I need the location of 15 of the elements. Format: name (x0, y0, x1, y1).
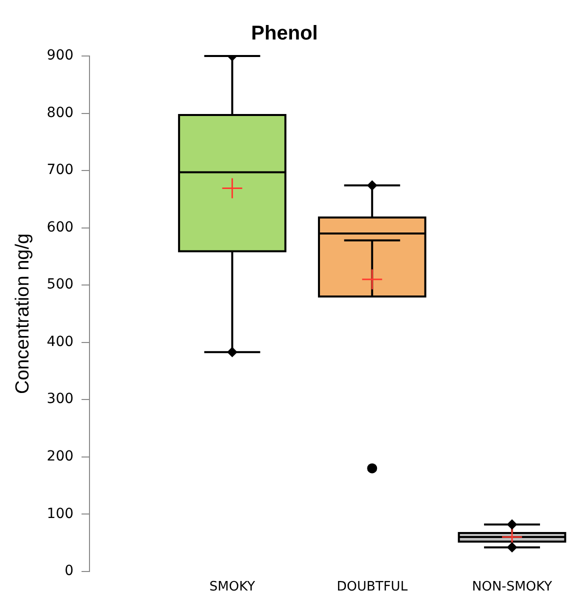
y-tick-label: 500 (46, 276, 74, 293)
x-tick-label: NON-SMOKY (472, 580, 552, 595)
y-tick-label: 600 (46, 219, 74, 236)
y-tick-label: 300 (46, 391, 74, 408)
y-axis-title: Concentration ng/g (12, 233, 34, 394)
y-tick-label: 200 (46, 448, 74, 465)
x-tick-label: SMOKY (209, 580, 256, 595)
y-tick-label: 800 (46, 104, 74, 121)
chart-title: Phenol (251, 22, 318, 45)
x-tick-label: DOUBTFUL (336, 580, 408, 595)
y-tick-label: 400 (46, 334, 74, 350)
y-tick-label: 100 (46, 506, 74, 522)
y-tick-label: 900 (46, 48, 74, 64)
y-tick-label: 700 (46, 162, 74, 178)
y-tick-label: 0 (64, 563, 74, 580)
